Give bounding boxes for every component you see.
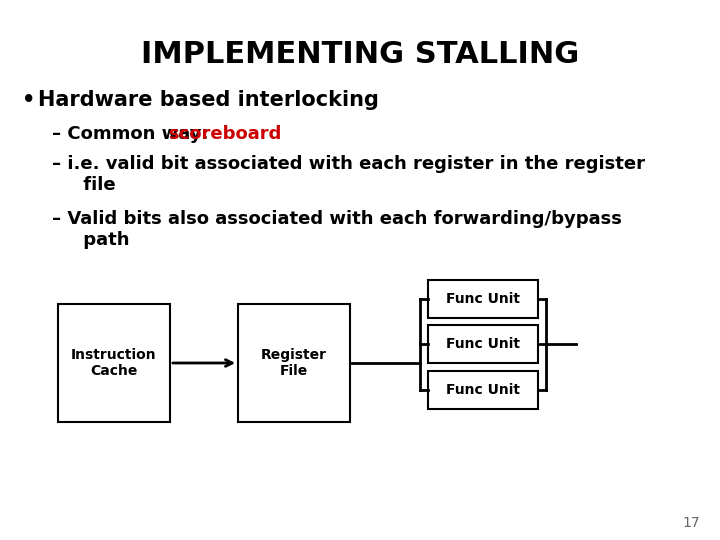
Text: Register
File: Register File — [261, 348, 327, 378]
Text: scoreboard: scoreboard — [168, 125, 282, 143]
Text: Func Unit: Func Unit — [446, 383, 520, 397]
Text: IMPLEMENTING STALLING: IMPLEMENTING STALLING — [141, 40, 579, 69]
Text: – Common way:: – Common way: — [52, 125, 215, 143]
Bar — [238, 304, 350, 422]
Bar — [428, 280, 538, 318]
Bar — [58, 304, 170, 422]
Text: Instruction
Cache: Instruction Cache — [71, 348, 157, 378]
Bar — [428, 371, 538, 409]
Text: Func Unit: Func Unit — [446, 292, 520, 306]
Text: Hardware based interlocking: Hardware based interlocking — [38, 90, 379, 110]
Bar — [428, 325, 538, 363]
Text: – i.e. valid bit associated with each register in the register
     file: – i.e. valid bit associated with each re… — [52, 155, 645, 194]
Text: 17: 17 — [683, 516, 700, 530]
Text: Func Unit: Func Unit — [446, 337, 520, 351]
Text: – Valid bits also associated with each forwarding/bypass
     path: – Valid bits also associated with each f… — [52, 210, 622, 249]
Text: •: • — [22, 90, 35, 110]
